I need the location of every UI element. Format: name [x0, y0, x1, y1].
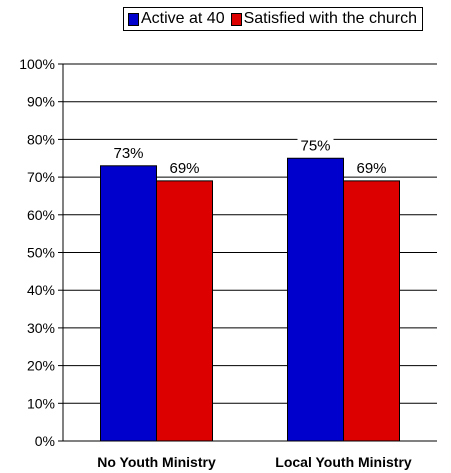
legend-swatch-active	[128, 12, 139, 26]
y-tick-label: 40%	[27, 282, 55, 298]
data-label-background	[110, 143, 147, 161]
y-tick-label: 30%	[27, 320, 55, 336]
data-label: 73%	[113, 145, 143, 162]
y-tick-label: 90%	[27, 94, 55, 110]
y-tick-label: 60%	[27, 207, 55, 223]
legend-label-active: Active at 40	[141, 10, 225, 27]
y-tick-label: 70%	[27, 169, 55, 185]
data-label: 69%	[356, 160, 386, 177]
y-tick-label: 80%	[27, 131, 55, 147]
legend-swatch-satisfied	[230, 12, 242, 26]
bar	[156, 180, 213, 442]
chart-legend: Active at 40 Satisfied with the church	[123, 7, 424, 31]
data-label-background	[166, 158, 203, 176]
x-tick-label: No Youth Ministry	[97, 454, 216, 470]
bar	[343, 180, 400, 442]
legend-label-satisfied: Satisfied with the church	[243, 10, 418, 27]
data-label-background	[353, 158, 390, 176]
data-label-background	[297, 136, 334, 154]
y-tick-label: 50%	[27, 245, 55, 261]
data-label: 69%	[169, 160, 199, 177]
data-label: 75%	[300, 137, 330, 154]
x-tick-label: Local Youth Ministry	[275, 454, 412, 470]
y-tick-label: 20%	[27, 358, 55, 374]
y-tick-label: 100%	[19, 56, 55, 72]
legend-item-active: Active at 40	[128, 10, 225, 28]
bar	[287, 157, 344, 442]
y-tick-label: 0%	[35, 433, 55, 449]
y-tick-label: 10%	[27, 395, 55, 411]
legend-item-satisfied: Satisfied with the church	[230, 10, 418, 28]
bar	[100, 165, 157, 442]
